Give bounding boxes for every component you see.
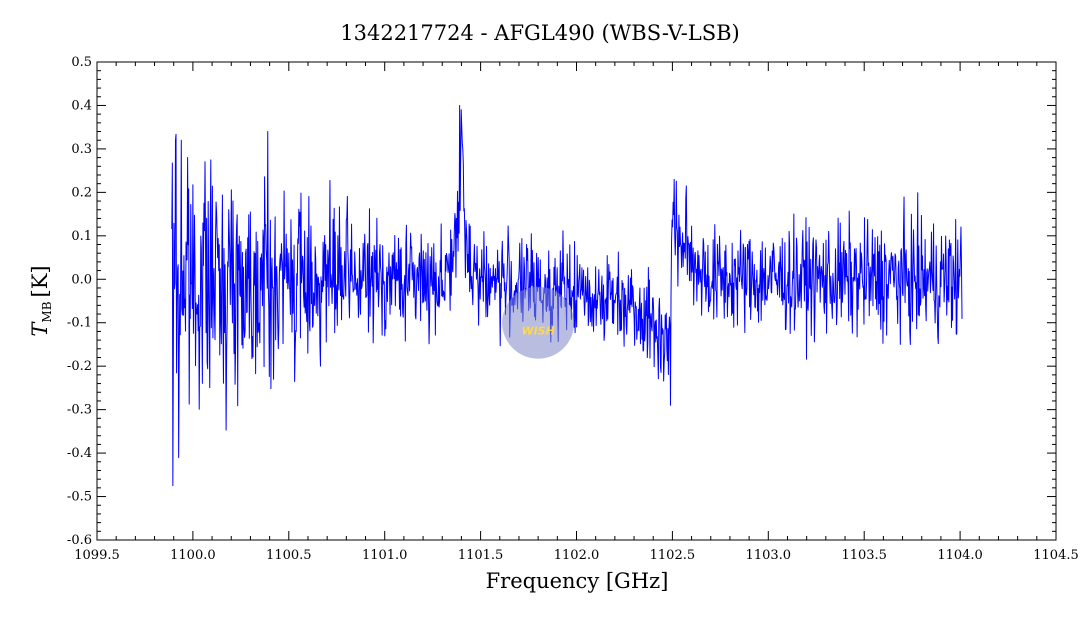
y-tick-label: -0.6 xyxy=(67,533,92,548)
x-tick-label: 1102.0 xyxy=(554,548,600,563)
y-axis-label-subscript: MB xyxy=(40,301,54,322)
x-tick-label: 1104.0 xyxy=(937,548,983,563)
y-tick-label: 0.5 xyxy=(71,55,92,70)
y-tick-label: -0.4 xyxy=(67,446,92,461)
x-tick-label: 1104.5 xyxy=(1033,548,1079,563)
y-tick-label: 0.2 xyxy=(71,185,92,200)
x-axis-ticks xyxy=(96,62,1057,540)
y-axis-tick-labels: -0.6 -0.5 -0.4 -0.3 -0.2 -0.1 0.0 0.1 0.2 0.3 0.4 0… xyxy=(67,55,92,548)
wish-logo-circle xyxy=(502,286,575,359)
x-tick-label: 1103.0 xyxy=(746,548,792,563)
y-tick-label: -0.2 xyxy=(67,359,92,374)
x-axis-tick-labels: 1099.5 1100.0 1100.5 1101.0 1101.5 1102.0 1102… xyxy=(74,548,1079,563)
y-tick-label: -0.3 xyxy=(67,403,92,418)
wish-logo-label: WISH xyxy=(521,325,554,338)
y-tick-label: 0.1 xyxy=(71,229,92,244)
x-tick-label: 1100.5 xyxy=(266,548,312,563)
y-tick-label: 0.4 xyxy=(71,98,92,113)
y-tick-label: -0.5 xyxy=(67,490,92,505)
wish-logo-watermark: WISH xyxy=(502,286,575,359)
series-line-spectrum xyxy=(171,104,963,487)
y-axis-label-main: T xyxy=(28,321,52,337)
y-tick-label: 0.0 xyxy=(71,272,92,287)
x-tick-label: 1102.5 xyxy=(650,548,696,563)
x-tick-label: 1099.5 xyxy=(74,548,120,563)
y-axis-label: TMB [K] xyxy=(28,265,54,336)
chart-title: 1342217724 - AFGL490 (WBS-V-LSB) xyxy=(340,21,740,45)
x-tick-label: 1103.5 xyxy=(841,548,887,563)
y-tick-label: -0.1 xyxy=(67,316,92,331)
y-tick-label: 0.3 xyxy=(71,142,92,157)
x-tick-label: 1100.0 xyxy=(170,548,216,563)
x-tick-label: 1101.0 xyxy=(362,548,408,563)
y-axis-ticks xyxy=(97,61,1056,541)
x-tick-label: 1101.5 xyxy=(458,548,504,563)
y-axis-label-unit: [K] xyxy=(28,265,52,297)
x-axis-label: Frequency [GHz] xyxy=(486,569,669,593)
